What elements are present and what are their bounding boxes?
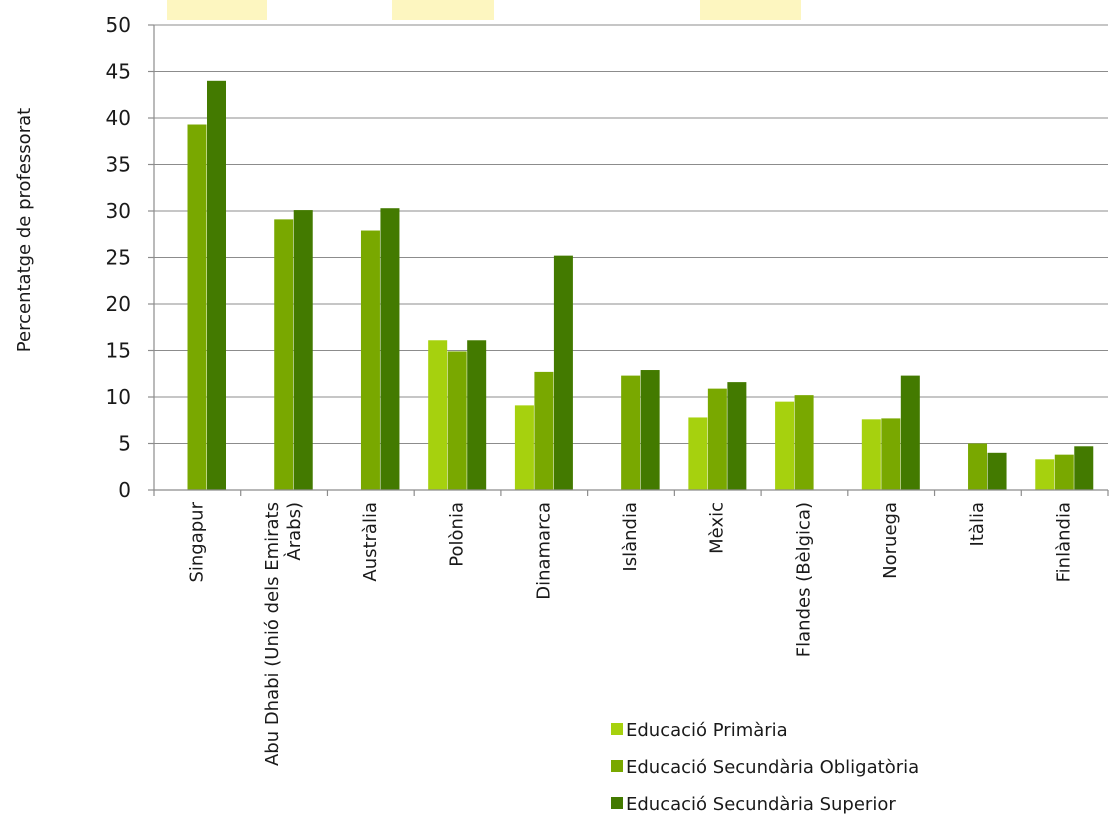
y-tick-label: 30 <box>106 199 131 223</box>
bar-series-3-cat-6 <box>640 370 660 490</box>
x-category-label: Finlàndia <box>1054 502 1075 582</box>
x-category-label: Singapur <box>186 501 207 582</box>
y-tick-labels: 0 5 10 15 20 25 30 35 40 45 50 <box>106 13 131 502</box>
x-category-label: Islàndia <box>620 502 641 572</box>
bar-series-3-cat-9 <box>900 375 920 490</box>
legend-label-1: Educació Primària <box>626 720 788 741</box>
bar-series-2-cat-5 <box>534 371 554 490</box>
y-tick-label: 35 <box>106 153 131 177</box>
bar-series-2-cat-4 <box>447 351 467 490</box>
y-axis-label: Percentatge de professorat <box>14 108 35 352</box>
bar-series-3-cat-7 <box>727 382 747 490</box>
header-highlight-1 <box>167 0 267 20</box>
x-category-label: Abu Dhabi (Unió dels Emirats <box>262 502 283 766</box>
bar-series-3-cat-10 <box>987 452 1007 490</box>
x-category-label: Mèxic <box>707 502 728 554</box>
header-highlights <box>167 0 801 20</box>
x-category-label: Polònia <box>447 502 468 567</box>
bar-series-1-cat-4 <box>428 340 448 490</box>
x-category-label: Flandes (Bèlgica) <box>793 502 814 657</box>
gridlines <box>154 24 1108 444</box>
x-category-label: Austràlia <box>360 502 381 582</box>
y-tick-label: 20 <box>106 292 131 316</box>
y-tick-label: 5 <box>118 432 131 456</box>
legend: Educació Primària Educació Secundària Obl… <box>611 720 919 815</box>
bar-series-3-cat-4 <box>467 340 487 490</box>
bar-series-2-cat-8 <box>794 395 814 490</box>
y-tick-label: 0 <box>118 478 131 502</box>
bar-series-3-cat-3 <box>380 208 400 490</box>
bar-series-3-cat-2 <box>293 210 313 490</box>
bar-series-3-cat-1 <box>207 80 226 491</box>
x-category-label: Àrabs) <box>283 502 305 561</box>
bar-series-1-cat-9 <box>861 419 881 490</box>
y-tick-label: 45 <box>106 60 131 84</box>
bar-series-2-cat-1 <box>187 124 207 490</box>
x-category-labels: Singapur Abu Dhabi (Unió dels Emirats Àrab… <box>186 501 1074 766</box>
legend-label-3: Educació Secundària Superior <box>626 794 896 815</box>
legend-swatch-2 <box>611 760 623 772</box>
header-highlight-3 <box>700 0 801 20</box>
bar-series-2-cat-2 <box>274 219 294 490</box>
bar-series-3-cat-5 <box>553 255 573 490</box>
bar-series-2-cat-7 <box>707 388 727 490</box>
bar-series-3-cat-11 <box>1074 446 1094 490</box>
y-tick-label: 10 <box>106 385 131 409</box>
x-category-label: Dinamarca <box>533 502 554 600</box>
bar-series-1-cat-11 <box>1035 459 1055 490</box>
bar-series-1-cat-8 <box>775 401 795 490</box>
bar-series-2-cat-3 <box>360 230 380 490</box>
y-tick-label: 25 <box>106 246 131 270</box>
bar-series-2-cat-9 <box>881 418 901 490</box>
bar-series-2-cat-6 <box>621 375 641 490</box>
header-highlight-2 <box>392 0 494 20</box>
x-category-label: Noruega <box>880 502 901 579</box>
legend-label-2: Educació Secundària Obligatòria <box>626 757 919 778</box>
bars <box>187 80 1094 491</box>
axes <box>148 24 1109 496</box>
bar-series-1-cat-5 <box>514 405 534 490</box>
x-category-label: Itàlia <box>967 502 988 546</box>
legend-swatch-1 <box>611 723 623 735</box>
bar-series-2-cat-11 <box>1054 454 1074 490</box>
bar-series-1-cat-7 <box>688 417 708 490</box>
y-tick-label: 15 <box>106 339 131 363</box>
bar-series-2-cat-10 <box>968 443 988 490</box>
legend-swatch-3 <box>611 797 623 809</box>
y-tick-label: 40 <box>106 106 131 130</box>
y-tick-label: 50 <box>106 13 131 37</box>
